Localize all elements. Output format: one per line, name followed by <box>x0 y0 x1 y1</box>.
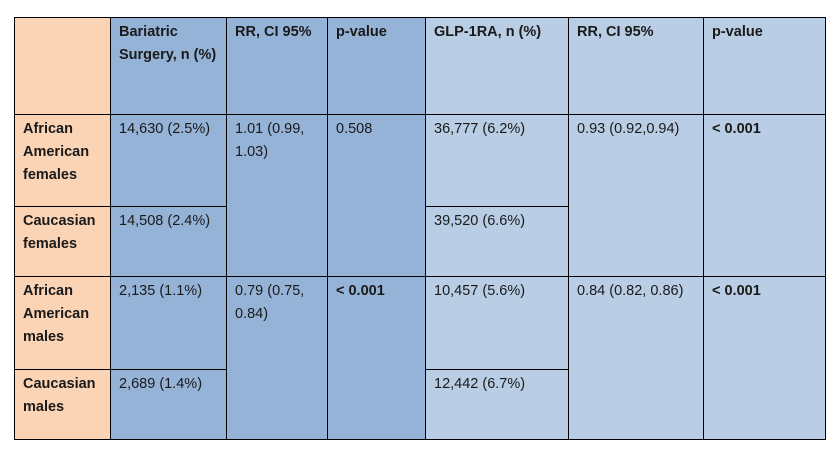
glp1ra-rr-cell: 0.93 (0.92,0.94) <box>568 114 704 277</box>
bariatric-count-cell: 2,689 (1.4%) <box>110 369 227 440</box>
glp1ra-count-cell: 36,777 (6.2%) <box>425 114 569 207</box>
row-label: African American females <box>14 114 111 207</box>
bariatric-count-cell: 14,508 (2.4%) <box>110 206 227 277</box>
glp1ra-count-cell: 39,520 (6.6%) <box>425 206 569 277</box>
bariatric-p-cell: 0.508 <box>327 114 426 277</box>
bariatric-rr-cell: 1.01 (0.99, 1.03) <box>226 114 328 277</box>
table-row: Caucasian males 2,689 (1.4%) 12,442 (6.7… <box>14 369 826 440</box>
header-row: Bariatric Surgery, n (%) RR, CI 95% p-va… <box>14 17 826 115</box>
comparison-table: Bariatric Surgery, n (%) RR, CI 95% p-va… <box>14 17 826 440</box>
bariatric-rr-cell: 0.79 (0.75, 0.84) <box>226 276 328 440</box>
glp1ra-count-cell: 10,457 (5.6%) <box>425 276 569 370</box>
header-bariatric-count: Bariatric Surgery, n (%) <box>110 17 227 115</box>
row-label: Caucasian males <box>14 369 111 440</box>
row-label: Caucasian females <box>14 206 111 277</box>
table-row: Caucasian females 14,508 (2.4%) 39,520 (… <box>14 206 826 277</box>
header-bariatric-p: p-value <box>327 17 426 115</box>
glp1ra-rr-cell: 0.84 (0.82, 0.86) <box>568 276 704 440</box>
header-bariatric-rr: RR, CI 95% <box>226 17 328 115</box>
bariatric-p-cell: < 0.001 <box>327 276 426 440</box>
glp1ra-p-cell: < 0.001 <box>703 276 826 440</box>
header-glp1ra-p: p-value <box>703 17 826 115</box>
table-row: African American females 14,630 (2.5%) 1… <box>14 114 826 277</box>
row-label: African American males <box>14 276 111 370</box>
header-glp1ra-count: GLP-1RA, n (%) <box>425 17 569 115</box>
glp1ra-count-cell: 12,442 (6.7%) <box>425 369 569 440</box>
bariatric-count-cell: 2,135 (1.1%) <box>110 276 227 370</box>
header-glp1ra-rr: RR, CI 95% <box>568 17 704 115</box>
glp1ra-p-cell: < 0.001 <box>703 114 826 277</box>
bariatric-count-cell: 14,630 (2.5%) <box>110 114 227 207</box>
table-row: African American males 2,135 (1.1%) 0.79… <box>14 276 826 440</box>
header-corner-cell <box>14 17 111 115</box>
